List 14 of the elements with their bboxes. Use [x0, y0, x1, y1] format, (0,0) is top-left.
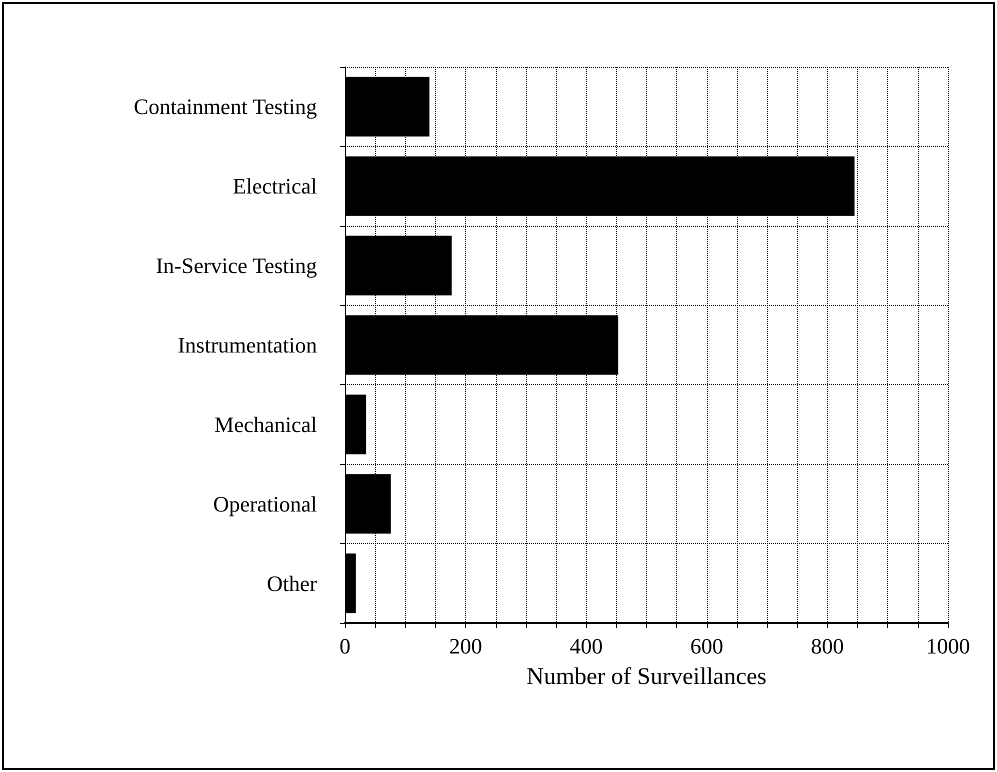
- y-tick-label: Operational: [213, 491, 317, 516]
- x-tick-label: 600: [690, 634, 724, 658]
- x-tick-label: 800: [810, 634, 844, 658]
- y-tick-label: Electrical: [232, 174, 317, 199]
- y-tick-label: Other: [266, 570, 318, 596]
- y-tick-label: Containment Testing: [134, 94, 317, 120]
- x-tick-label: 0: [340, 634, 350, 658]
- y-tick-label: Instrumentation: [178, 332, 317, 358]
- y-tick-label: Mechanical: [214, 412, 317, 437]
- x-tick-label: 1000: [926, 634, 970, 658]
- y-tick-label: In-Service Testing: [156, 253, 317, 278]
- x-axis-title: Number of Surveillances: [526, 664, 766, 690]
- x-tick-label: 200: [449, 634, 482, 658]
- x-tick-label: 400: [570, 634, 603, 658]
